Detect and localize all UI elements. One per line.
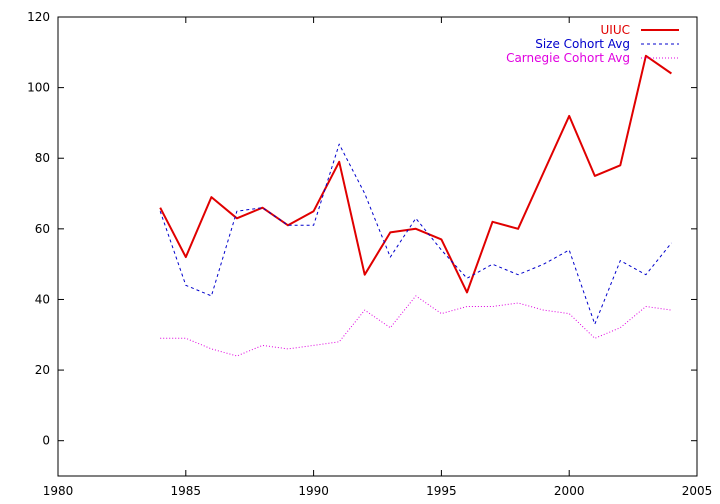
legend-label: Size Cohort Avg (535, 37, 630, 51)
x-tick-label: 1995 (426, 484, 457, 498)
axis-ticks (57, 16, 698, 476)
x-tick-label: 2005 (682, 484, 713, 498)
y-tick-label: 100 (27, 81, 50, 95)
x-tick-label: 2000 (554, 484, 585, 498)
x-tick-label: 1980 (43, 484, 74, 498)
y-tick-label: 20 (35, 363, 50, 377)
legend-label: UIUC (601, 23, 630, 37)
x-tick-label: 1990 (298, 484, 329, 498)
y-tick-label: 0 (42, 434, 50, 448)
x-tick-label: 1985 (171, 484, 202, 498)
series-lines (159, 54, 672, 357)
series-line-size-cohort-avg (159, 143, 672, 325)
series-line-carnegie-cohort-avg (160, 295, 672, 357)
y-tick-label: 80 (35, 151, 50, 165)
y-tick-label: 40 (35, 292, 50, 306)
axis-tick-labels: 1980 1985 1990 1995 2000 2005 0 20 40 60 80 100 120 (27, 10, 712, 498)
plot-frame (57, 16, 698, 477)
y-tick-label: 60 (35, 222, 50, 236)
y-tick-label: 120 (27, 10, 50, 24)
series-line-uiuc (159, 54, 672, 294)
legend-label: Carnegie Cohort Avg (506, 51, 630, 65)
